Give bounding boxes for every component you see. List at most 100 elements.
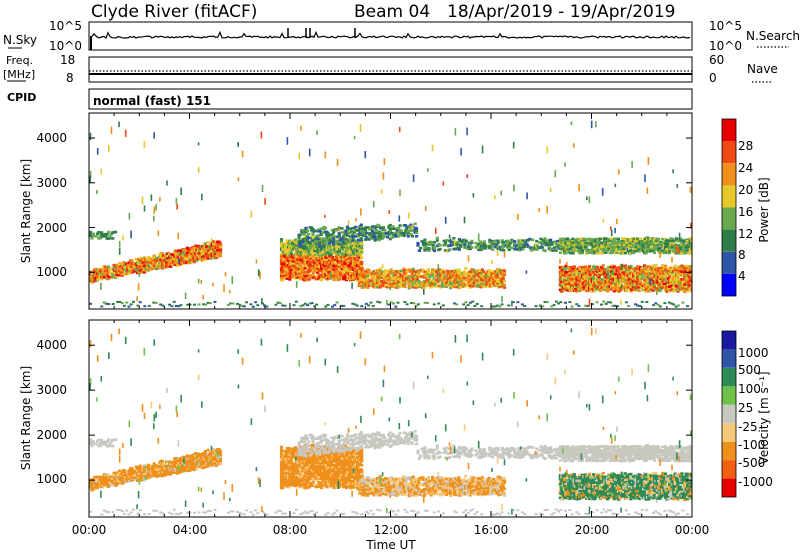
power-cell	[587, 269, 592, 273]
power-cell	[590, 244, 594, 247]
power-cell	[688, 269, 692, 273]
power-cell	[137, 262, 141, 266]
power-cell	[684, 266, 688, 270]
power-cell	[326, 274, 331, 278]
power-cell	[129, 267, 133, 270]
power-cell	[373, 227, 377, 230]
power-cell	[98, 236, 102, 240]
power-cell	[663, 276, 668, 279]
power-cell	[655, 281, 659, 284]
power-cell	[579, 286, 583, 289]
power-cell	[491, 271, 496, 275]
power-cell	[116, 300, 120, 303]
power-cell	[644, 286, 648, 289]
power-cell	[522, 245, 526, 248]
power-cell	[498, 283, 502, 287]
power-cell	[650, 276, 654, 279]
power-cell	[496, 239, 500, 243]
power-cell	[612, 245, 616, 249]
power-cell	[560, 290, 564, 293]
power-cell	[237, 142, 239, 147]
power-cell	[347, 220, 350, 226]
power-cell	[326, 234, 330, 237]
power-cell	[356, 256, 360, 260]
power-cell	[113, 230, 118, 234]
power-cell	[654, 264, 658, 267]
power-cell	[332, 234, 336, 238]
power-cell	[359, 124, 362, 132]
power-cell	[433, 269, 437, 272]
power-cell	[471, 300, 475, 303]
power-cell	[90, 281, 94, 284]
nsearch-label: N.Search	[746, 29, 800, 43]
power-cell	[343, 262, 347, 265]
power-cell	[406, 270, 410, 273]
power-cell	[572, 245, 576, 249]
power-cell	[643, 282, 647, 286]
power-cell	[641, 249, 645, 253]
power-cell	[410, 229, 415, 232]
power-cell	[578, 289, 582, 292]
power-cell	[120, 274, 124, 277]
power-cell	[560, 243, 564, 247]
power-cell	[89, 302, 92, 305]
power-cell	[468, 243, 473, 246]
power-cell	[571, 239, 575, 242]
power-cell	[330, 233, 334, 236]
power-cell	[426, 270, 431, 274]
power-cell	[467, 255, 470, 262]
power-cell	[567, 266, 571, 269]
power-cell	[610, 269, 614, 273]
power-cell	[690, 275, 692, 278]
power-cell	[654, 243, 658, 246]
power-cell	[444, 285, 449, 289]
power-cell	[140, 271, 144, 274]
power-cell	[368, 232, 372, 235]
power-cell	[378, 267, 382, 271]
power-cell	[629, 289, 633, 293]
power-cell	[89, 233, 93, 236]
power-cell	[564, 239, 568, 243]
power-cell	[335, 258, 339, 261]
power-cell	[543, 237, 547, 240]
power-cell	[670, 245, 674, 249]
power-cell	[141, 196, 144, 205]
power-cell	[464, 239, 468, 243]
power-cell	[620, 239, 625, 243]
power-cell	[100, 282, 102, 291]
power-cell	[442, 239, 446, 243]
power-cell	[676, 245, 680, 249]
power-cell	[491, 248, 495, 251]
power-cell	[399, 275, 403, 279]
power-cell	[436, 281, 440, 284]
power-cell	[500, 280, 504, 284]
power-cell	[683, 270, 687, 273]
power-cell	[593, 273, 597, 276]
power-cell	[690, 273, 692, 276]
power-cell	[188, 247, 192, 250]
power-cell	[467, 241, 471, 245]
power-cell	[256, 304, 260, 307]
power-cell	[281, 270, 285, 274]
power-cell	[448, 248, 452, 251]
power-cell	[666, 269, 670, 272]
velocity-cell	[140, 478, 144, 482]
power-cell	[176, 264, 180, 267]
power-cell	[393, 273, 397, 277]
power-cell	[647, 290, 651, 293]
power-cell	[195, 259, 199, 262]
power-cell	[152, 254, 156, 258]
power-cell	[690, 277, 692, 281]
power-cell	[521, 247, 525, 251]
power-cell	[690, 222, 692, 229]
power-cell	[153, 206, 156, 214]
power-cell	[143, 205, 146, 212]
power-cell	[357, 270, 361, 273]
power-cell	[600, 241, 604, 245]
power-cell	[325, 277, 329, 281]
power-cell	[442, 273, 446, 276]
power-cell	[387, 233, 391, 236]
power-cell	[688, 237, 692, 240]
power-cell	[625, 287, 629, 291]
power-cell	[315, 271, 320, 274]
